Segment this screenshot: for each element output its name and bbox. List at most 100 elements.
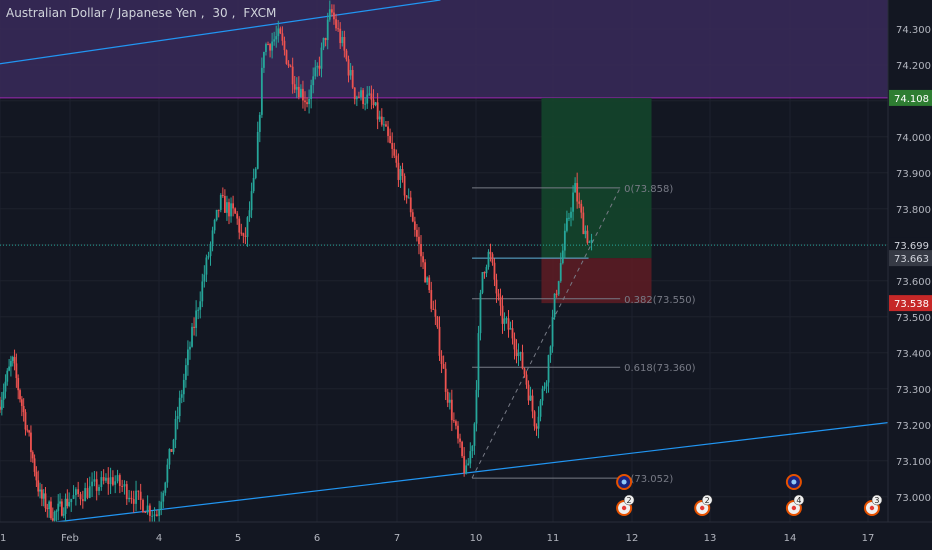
price-tick-label: 74.000: [896, 133, 931, 144]
candle-body: [162, 492, 165, 502]
candle-body: [44, 493, 47, 509]
candle-body: [155, 514, 158, 516]
candle-body: [273, 39, 276, 42]
candle-body: [121, 485, 124, 487]
candle-body: [77, 489, 80, 495]
candle-body: [95, 479, 98, 491]
price-tick-label: 73.100: [896, 457, 931, 468]
candle-body: [146, 505, 149, 513]
candle-body: [335, 19, 337, 29]
price-tick-label: 73.800: [896, 205, 931, 216]
candle-body: [123, 484, 126, 487]
candle-body: [570, 211, 572, 218]
candle-body: [446, 391, 449, 403]
candle-body: [39, 489, 41, 492]
candle-body: [10, 360, 12, 367]
candle-body: [432, 308, 435, 310]
candle-body: [341, 36, 344, 44]
candle-body: [559, 263, 562, 282]
candle-body: [91, 481, 93, 487]
candle-body: [513, 338, 516, 350]
candle-body: [497, 293, 500, 297]
time-axis[interactable]: 31 Feb 4 5 6 7 10 11 12 13 14 17: [0, 521, 932, 550]
fib-trend-line: [471, 187, 621, 479]
candle-body: [461, 441, 463, 457]
event-count-badge: [701, 494, 713, 506]
candle-body: [509, 328, 512, 330]
event-count-badge: [623, 494, 635, 506]
candle-body: [37, 480, 40, 492]
candle-body: [523, 368, 526, 375]
price-axis[interactable]: 73.000 73.100 73.200 73.300 73.400 73.500 73.6…: [887, 0, 932, 550]
candle-body: [211, 230, 214, 244]
time-axis-background: [0, 522, 932, 550]
candle-body: [347, 59, 350, 76]
candle-body: [125, 484, 128, 500]
event-count-badge: [871, 494, 883, 506]
title-separator: ,: [200, 6, 205, 20]
candle-body: [403, 175, 406, 196]
price-tick-label: 74.200: [896, 61, 931, 72]
candle-body: [318, 65, 321, 69]
candle-body: [28, 430, 31, 433]
candle-body: [495, 279, 498, 294]
candle-body: [116, 475, 119, 482]
candle-body: [557, 281, 560, 295]
candle-body: [364, 103, 367, 105]
candle-body: [100, 477, 103, 488]
candle-body: [33, 458, 36, 472]
candle-body: [295, 86, 298, 90]
trendline: [55, 420, 900, 523]
price-tick-label: 73.400: [896, 349, 931, 360]
candle-body: [572, 192, 574, 212]
candle-body: [471, 445, 474, 452]
candle-body: [553, 293, 556, 318]
candle-body: [405, 195, 408, 198]
candle-body: [118, 475, 121, 486]
time-tick-label: 6: [314, 533, 320, 544]
candle-body: [337, 28, 340, 30]
event-count: 2: [705, 496, 710, 505]
candle-body: [422, 256, 424, 263]
candle-body: [275, 36, 278, 40]
candle-body: [531, 395, 534, 412]
price-tick-label: 73.600: [896, 277, 931, 288]
candle-body: [6, 370, 9, 382]
candle-body: [420, 244, 422, 257]
candle-body: [111, 477, 114, 485]
candle-body: [576, 183, 579, 202]
candle-body: [489, 251, 492, 255]
candle-body: [324, 38, 327, 41]
candle-body: [452, 420, 455, 422]
fib-level-label: 1(73.052): [624, 474, 673, 485]
event-marker-dot: [621, 505, 627, 511]
candle-body: [533, 411, 536, 427]
candle-body: [287, 63, 290, 66]
candle-body: [353, 87, 356, 100]
candle-body: [380, 116, 383, 125]
candle-body: [395, 155, 398, 163]
candle-body: [22, 405, 25, 413]
symbol-name: Australian Dollar / Japanese Yen: [6, 6, 197, 20]
candle-body: [13, 357, 16, 364]
chart-title: Australian Dollar / Japanese Yen, 30, FX…: [6, 6, 280, 20]
candle-body: [547, 355, 550, 383]
candle-body: [391, 142, 394, 149]
price-tick-label: 73.500: [896, 313, 931, 324]
candle-body: [465, 465, 468, 474]
candle-body: [378, 116, 381, 120]
candle-body: [527, 384, 530, 401]
time-tick-label: 13: [704, 533, 717, 544]
candle-body: [401, 169, 404, 176]
candle-body: [187, 349, 189, 366]
candle-body: [88, 486, 91, 498]
candle-body: [81, 499, 84, 502]
candle-body: [459, 438, 461, 442]
candle-body: [457, 425, 459, 439]
candle-body: [376, 102, 379, 120]
candle-body: [387, 126, 389, 136]
entry-price-label: 73.663: [894, 254, 929, 265]
candle-body: [79, 494, 82, 500]
candle-body: [434, 309, 437, 317]
